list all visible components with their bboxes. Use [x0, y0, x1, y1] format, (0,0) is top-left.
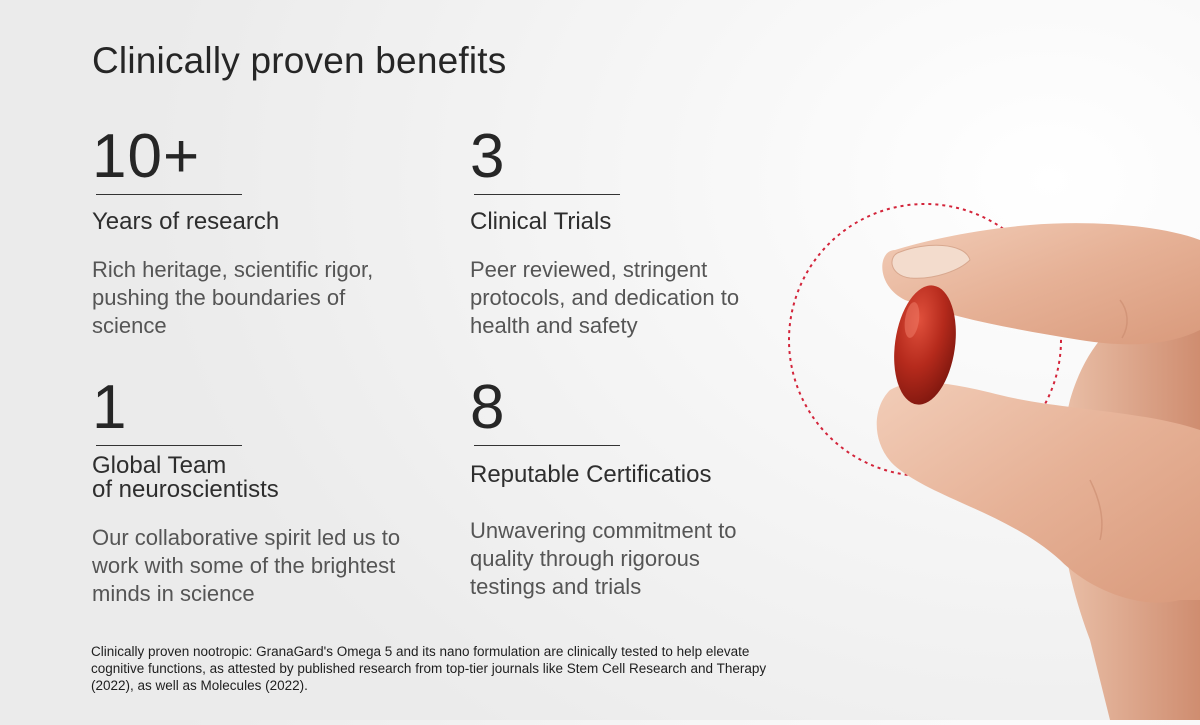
hand-capsule-illustration: [788, 203, 1200, 720]
stat-global-team: 1 Global Team of neuroscientists Our col…: [92, 377, 422, 608]
stat-description: Unwavering commitment to quality through…: [470, 518, 737, 599]
page-title: Clinically proven benefits: [92, 40, 507, 81]
stat-label: Years of research: [92, 208, 280, 235]
dashed-circle-decoration: [788, 203, 1062, 477]
stat-label: Global Team of neuroscientists: [92, 452, 279, 503]
lower-finger-shape: [876, 382, 1200, 603]
finger-crease: [1119, 299, 1128, 339]
stat-number: 10+: [92, 122, 201, 191]
finger-crease: [1089, 479, 1103, 541]
divider: [474, 194, 620, 195]
stat-certifications: 8 Reputable Certificatios Unwavering com…: [470, 377, 800, 601]
hand-holding-capsule-image: [760, 180, 1200, 720]
stat-number: 3: [470, 122, 506, 191]
capsule-highlight: [904, 302, 920, 338]
stat-years-research: 10+ Years of research Rich heritage, sci…: [92, 126, 422, 340]
stat-label: Reputable Certificatios: [470, 461, 712, 488]
stat-clinical-trials: 3 Clinical Trials Peer reviewed, stringe…: [470, 126, 800, 340]
thumbnail-shape: [891, 244, 971, 279]
divider: [474, 445, 620, 446]
stat-number: 1: [92, 373, 128, 442]
footnote: Clinically proven nootropic: GranaGard's…: [91, 644, 767, 693]
stat-description: Our collaborative spirit led us to work …: [92, 525, 401, 606]
stat-number: 8: [470, 373, 506, 442]
stat-description: Rich heritage, scientific rigor, pushing…: [92, 257, 374, 338]
stat-label: Clinical Trials: [470, 208, 612, 235]
divider: [96, 194, 242, 195]
divider: [96, 445, 242, 446]
stat-description: Peer reviewed, stringent protocols, and …: [470, 257, 740, 338]
